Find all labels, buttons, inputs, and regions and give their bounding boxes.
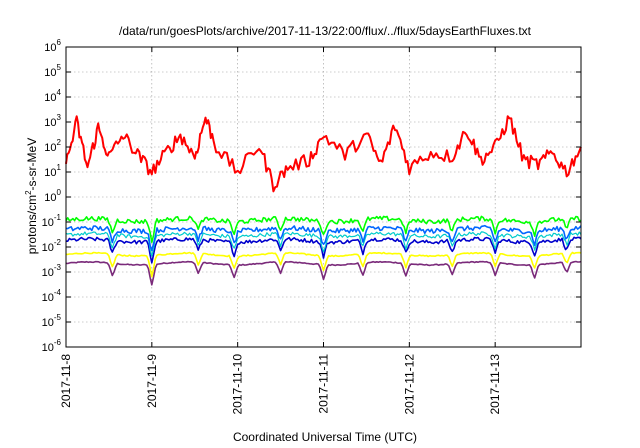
x-tick-label: 2017-11-8 [59,354,73,408]
series-line [65,260,582,286]
y-tick-label: 105 [44,63,61,79]
y-tick-label: 104 [44,88,61,104]
y-tick-label: 103 [44,113,61,129]
chart-title: /data/run/goesPlots/archive/2017-11-13/2… [119,24,532,38]
y-axis-label-base: protons/cm [25,195,39,254]
y-tick-label: 101 [44,163,61,179]
y-axis-label-sup: 2 [24,190,33,195]
x-axis-label: Coordinated Universal Time (UTC) [233,430,417,444]
x-tick-label: 2017-11-9 [145,354,159,408]
y-tick-label: 100 [44,188,61,204]
y-tick-label: 10-5 [42,313,62,329]
y-tick-label: 10-6 [42,338,62,354]
series-line [66,236,582,264]
series-line [65,215,582,244]
x-tick-label: 2017-11-12 [402,354,416,415]
series-line [65,231,582,257]
y-tick-label: 106 [44,38,61,54]
grid [66,47,581,347]
y-tick-label: 10-1 [42,213,62,229]
x-tick-labels: 2017-11-8 2017-11-9 2017-11-10 2017-11-11 20… [59,354,502,415]
y-tick-labels: 106 105 104 103 102 101 100 10-1 10-2 10-3 10-4 10-… [42,38,62,354]
y-tick-label: 10-2 [42,238,62,254]
y-axis-label: protons/cm2-s-sr-MeV [24,138,39,254]
axis-ticks [65,46,581,348]
series-line [65,224,582,252]
y-tick-label: 102 [44,138,61,154]
x-tick-label: 2017-11-10 [231,354,245,415]
x-tick-label: 2017-11-13 [488,354,502,415]
y-axis-label-rest: -s-sr-MeV [25,138,39,191]
y-tick-label: 10-4 [42,288,62,304]
series-line [65,251,582,278]
y-tick-label: 10-3 [42,263,62,279]
x-tick-label: 2017-11-11 [317,354,331,414]
series-line [65,115,582,193]
series-group [65,115,582,286]
